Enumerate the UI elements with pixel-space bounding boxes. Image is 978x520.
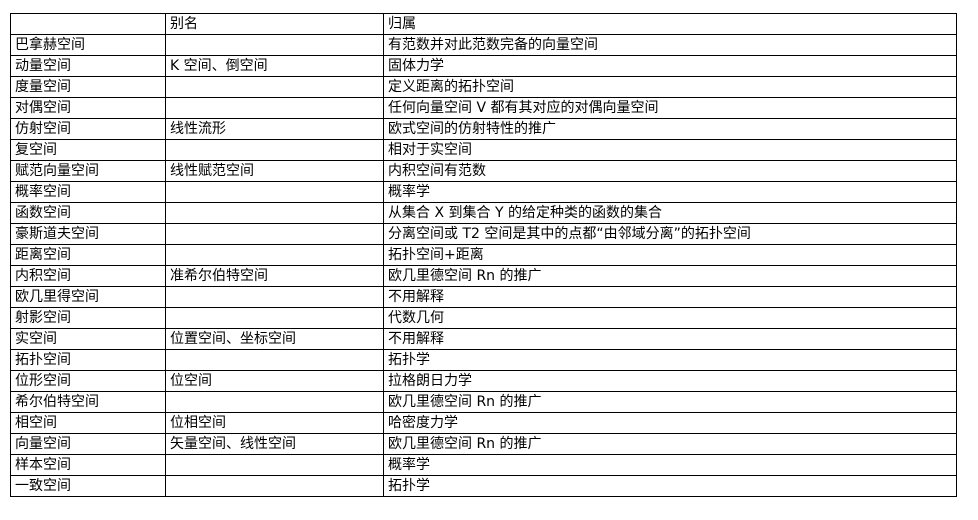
alias-cell <box>165 181 384 203</box>
table-row: 距离空间 拓扑空间+距离 <box>10 244 957 266</box>
alias-cell: 线性流形 <box>165 118 384 140</box>
alias-cell: 线性赋范空间 <box>165 160 384 182</box>
table-row: 内积空间 准希尔伯特空间 欧几里德空间 Rn 的推广 <box>10 265 957 287</box>
table-row: 希尔伯特空间 欧几里德空间 Rn 的推广 <box>10 391 957 413</box>
table-row: 豪斯道夫空间 分离空间或 T2 空间是其中的点都“由邻域分离”的拓扑空间 <box>10 223 957 245</box>
space-name-cell: 内积空间 <box>10 265 166 287</box>
category-cell: 从集合 X 到集合 Y 的给定种类的函数的集合 <box>383 202 957 224</box>
table-row: 对偶空间 任何向量空间 V 都有其对应的对偶向量空间 <box>10 97 957 119</box>
table-row: 欧几里得空间 不用解释 <box>10 286 957 308</box>
category-cell: 拓扑学 <box>383 349 957 371</box>
space-name-cell: 样本空间 <box>10 454 166 476</box>
alias-cell <box>165 97 384 119</box>
table-row: 度量空间 定义距离的拓扑空间 <box>10 76 957 98</box>
category-cell: 哈密度力学 <box>383 412 957 434</box>
category-cell: 不用解释 <box>383 286 957 308</box>
table-row: 复空间 相对于实空间 <box>10 139 957 161</box>
alias-cell <box>165 223 384 245</box>
space-name-cell: 向量空间 <box>10 433 166 455</box>
alias-cell <box>165 349 384 371</box>
category-cell: 相对于实空间 <box>383 139 957 161</box>
space-name-cell: 函数空间 <box>10 202 166 224</box>
space-name-cell: 赋范向量空间 <box>10 160 166 182</box>
table-row: 样本空间 概率学 <box>10 454 957 476</box>
category-cell: 欧式空间的仿射特性的推广 <box>383 118 957 140</box>
table-body: 巴拿赫空间 有范数并对此范数完备的向量空间 动量空间 K 空间、倒空间 固体力学 度量空间… <box>10 34 957 497</box>
table-row: 拓扑空间 拓扑学 <box>10 349 957 371</box>
space-name-cell: 对偶空间 <box>10 97 166 119</box>
category-cell: 代数几何 <box>383 307 957 329</box>
category-cell: 概率学 <box>383 181 957 203</box>
category-cell: 拓扑空间+距离 <box>383 244 957 266</box>
space-name-cell: 欧几里得空间 <box>10 286 166 308</box>
space-name-cell: 仿射空间 <box>10 118 166 140</box>
alias-cell <box>165 34 384 56</box>
alias-cell: 矢量空间、线性空间 <box>165 433 384 455</box>
category-cell: 欧几里德空间 Rn 的推广 <box>383 265 957 287</box>
table-row: 巴拿赫空间 有范数并对此范数完备的向量空间 <box>10 34 957 56</box>
space-name-cell: 复空间 <box>10 139 166 161</box>
space-name-cell: 希尔伯特空间 <box>10 391 166 413</box>
alias-cell <box>165 202 384 224</box>
category-cell: 固体力学 <box>383 55 957 77</box>
space-name-cell: 位形空间 <box>10 370 166 392</box>
space-name-cell: 动量空间 <box>10 55 166 77</box>
alias-cell: K 空间、倒空间 <box>165 55 384 77</box>
alias-cell <box>165 307 384 329</box>
category-cell: 欧几里德空间 Rn 的推广 <box>383 433 957 455</box>
table-row: 函数空间 从集合 X 到集合 Y 的给定种类的函数的集合 <box>10 202 957 224</box>
space-name-cell: 一致空间 <box>10 475 166 497</box>
category-cell: 有范数并对此范数完备的向量空间 <box>383 34 957 56</box>
table-row: 赋范向量空间 线性赋范空间 内积空间有范数 <box>10 160 957 182</box>
alias-cell <box>165 286 384 308</box>
table-row: 向量空间 矢量空间、线性空间 欧几里德空间 Rn 的推广 <box>10 433 957 455</box>
alias-cell <box>165 391 384 413</box>
category-cell: 定义距离的拓扑空间 <box>383 76 957 98</box>
table-row: 位形空间 位空间 拉格朗日力学 <box>10 370 957 392</box>
alias-cell <box>165 244 384 266</box>
space-name-cell: 拓扑空间 <box>10 349 166 371</box>
table-row: 概率空间 概率学 <box>10 181 957 203</box>
table-row: 一致空间 拓扑学 <box>10 475 957 497</box>
table-row: 射影空间 代数几何 <box>10 307 957 329</box>
space-name-cell: 射影空间 <box>10 307 166 329</box>
category-cell: 概率学 <box>383 454 957 476</box>
table-row: 实空间 位置空间、坐标空间 不用解释 <box>10 328 957 350</box>
category-cell: 任何向量空间 V 都有其对应的对偶向量空间 <box>383 97 957 119</box>
alias-cell: 位置空间、坐标空间 <box>165 328 384 350</box>
space-name-cell: 巴拿赫空间 <box>10 34 166 56</box>
category-cell: 不用解释 <box>383 328 957 350</box>
space-name-cell: 概率空间 <box>10 181 166 203</box>
space-name-cell: 距离空间 <box>10 244 166 266</box>
category-cell: 拓扑学 <box>383 475 957 497</box>
category-cell: 分离空间或 T2 空间是其中的点都“由邻域分离”的拓扑空间 <box>383 223 957 245</box>
header-row: 别名 归属 <box>10 13 957 35</box>
category-cell: 欧几里德空间 Rn 的推广 <box>383 391 957 413</box>
category-cell: 拉格朗日力学 <box>383 370 957 392</box>
alias-cell <box>165 475 384 497</box>
space-name-cell: 豪斯道夫空间 <box>10 223 166 245</box>
alias-cell <box>165 76 384 98</box>
table-row: 仿射空间 线性流形 欧式空间的仿射特性的推广 <box>10 118 957 140</box>
spaces-table: 别名 归属 巴拿赫空间 有范数并对此范数完备的向量空间 动量空间 K 空间、倒空间 固体… <box>10 13 957 497</box>
category-cell: 内积空间有范数 <box>383 160 957 182</box>
space-name-cell: 实空间 <box>10 328 166 350</box>
column-header-category: 归属 <box>383 13 957 35</box>
column-header-alias: 别名 <box>165 13 384 35</box>
table-row: 相空间 位相空间 哈密度力学 <box>10 412 957 434</box>
alias-cell <box>165 454 384 476</box>
table-row: 动量空间 K 空间、倒空间 固体力学 <box>10 55 957 77</box>
space-name-cell: 度量空间 <box>10 76 166 98</box>
alias-cell: 位空间 <box>165 370 384 392</box>
alias-cell: 准希尔伯特空间 <box>165 265 384 287</box>
alias-cell <box>165 139 384 161</box>
alias-cell: 位相空间 <box>165 412 384 434</box>
space-name-cell: 相空间 <box>10 412 166 434</box>
column-header-name <box>10 13 166 35</box>
